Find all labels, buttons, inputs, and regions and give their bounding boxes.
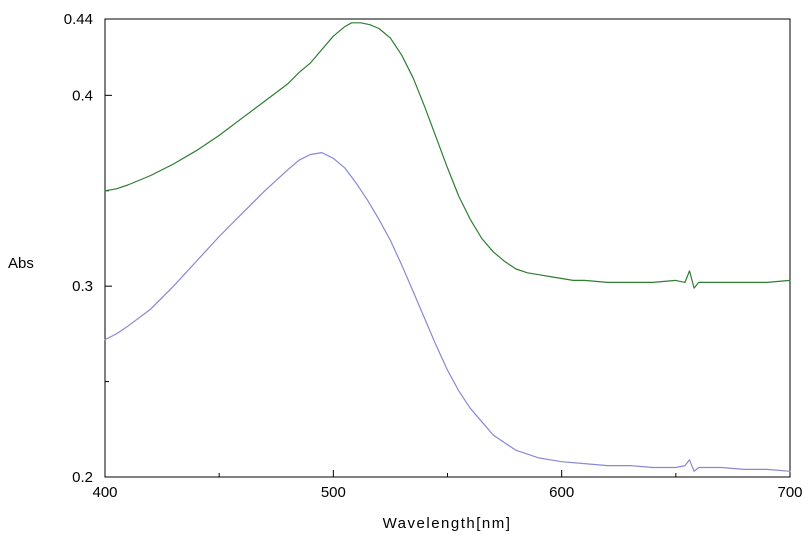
series-line-1 bbox=[104, 22, 791, 289]
y-tick-label: 0.2 bbox=[72, 469, 93, 486]
series-line-2 bbox=[104, 152, 791, 472]
y-tick-label: 0.3 bbox=[72, 278, 93, 295]
plot-frame bbox=[104, 18, 791, 478]
series-group bbox=[104, 22, 791, 472]
x-tick-label: 600 bbox=[549, 484, 574, 501]
y-tick-label: 0.4 bbox=[72, 87, 93, 104]
x-tick-label: 400 bbox=[92, 484, 117, 501]
x-tick-label: 700 bbox=[777, 484, 802, 501]
x-tick-label: 500 bbox=[321, 484, 346, 501]
y-tick-label: 0.44 bbox=[64, 11, 93, 28]
axis-ticks bbox=[104, 18, 791, 478]
y-axis-label: Abs bbox=[8, 255, 34, 272]
tick-labels: 400 500 600 700 0.2 0.3 0.4 0.44 bbox=[64, 11, 803, 501]
x-axis-label: Wavelength[nm] bbox=[383, 515, 512, 532]
